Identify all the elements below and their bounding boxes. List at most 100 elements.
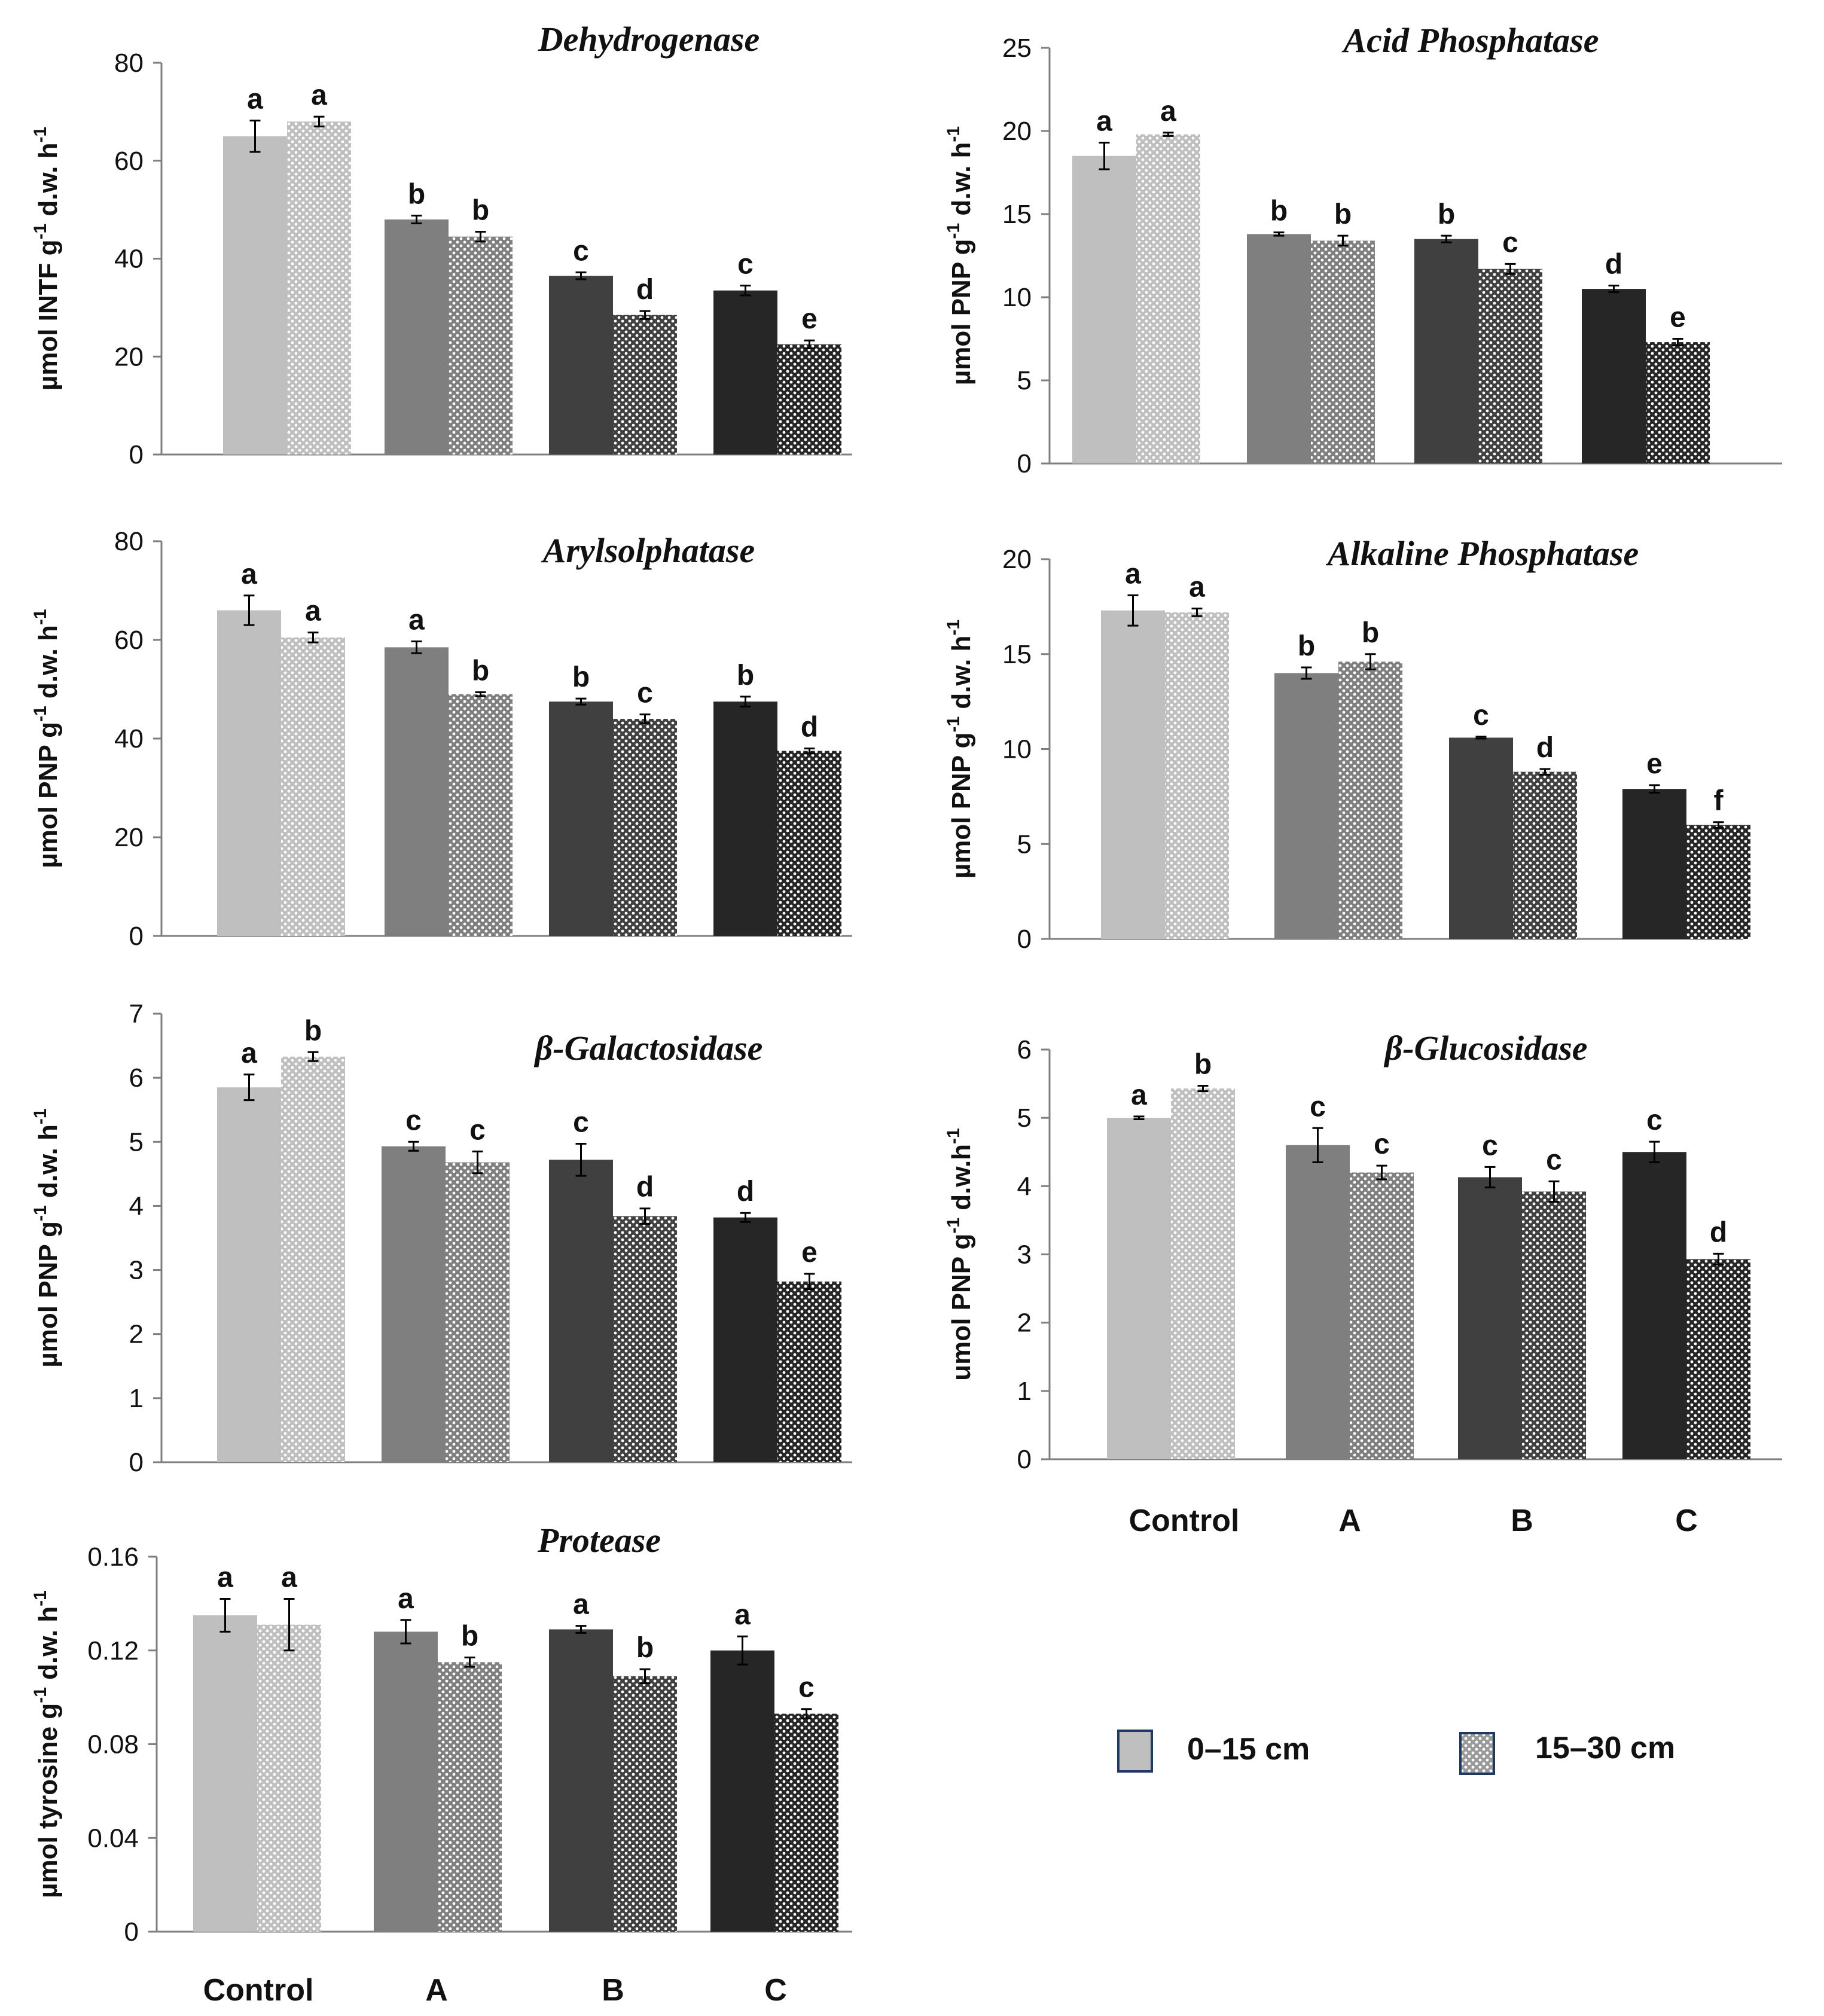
significance-letter: c [1310,1091,1326,1123]
bar-c-0-15cm [713,1217,777,1462]
y-tick-label: 1 [1017,1377,1032,1406]
bar-b-0-15cm [549,702,613,936]
y-tick-label: 5 [1017,829,1032,859]
bar-a-0-15cm [385,219,449,455]
significance-letter: c [1482,1130,1498,1161]
category-label-a: A [1338,1503,1361,1538]
y-tick-label: 0.08 [87,1730,139,1759]
significance-letter: b [636,1632,654,1664]
y-tick-label: 20 [114,823,144,852]
y-tick-label: 0 [1017,449,1032,478]
significance-letter: b [461,1621,478,1652]
y-tick-label: 5 [1017,366,1032,395]
y-tick-label: 0 [1017,1445,1032,1474]
significance-letter: a [734,1599,751,1631]
y-tick-label: 5 [1017,1103,1032,1133]
bar-control-15-30cm [281,637,345,936]
bar-a-15-30cm [1311,240,1375,463]
legend-label-15-30cm: 15–30 cm [1535,1731,1675,1765]
bar-control-0-15cm [223,136,287,455]
bottom-left-category-labels: Control A B C [203,1973,787,2008]
significance-letter: b [1362,617,1379,649]
chart-title: β-Glucosidase [1383,1029,1587,1068]
significance-letter: b [572,661,590,693]
bar-a-0-15cm [1286,1145,1350,1459]
significance-letter: a [1131,1079,1147,1111]
alkaline-phosphatase-chart: 0 5 10 15 20 Alkaline Phosphatase µmol PNP g-1… [944,534,1750,954]
significance-letter: d [1605,249,1622,280]
y-tick-label: 0 [1017,925,1032,954]
significance-letter: a [311,80,327,111]
y-tick-label: 4 [129,1191,144,1221]
legend-swatch-0-15cm [1117,1730,1153,1773]
bar-control-0-15cm [1072,155,1136,463]
significance-letter: c [737,249,754,280]
y-tick-label: 1 [129,1384,144,1413]
bar-a-15-30cm [449,694,513,936]
significance-letter: a [1160,96,1176,127]
y-tick-label: 2 [1017,1309,1032,1338]
significance-letter: a [1189,572,1205,603]
bar-b-15-30cm [613,315,677,455]
bar-a-15-30cm [446,1162,510,1462]
significance-letter: a [247,84,263,115]
bar-control-15-30cm [1136,134,1200,463]
significance-letter: a [281,1562,297,1594]
significance-letter: d [1536,732,1554,764]
significance-letter: b [304,1015,322,1047]
significance-letter: c [469,1114,486,1146]
category-label-c: C [1675,1503,1698,1538]
bar-b-0-15cm [1414,239,1478,463]
bar-c-15-30cm [1686,1259,1750,1459]
bar-c-0-15cm [710,1650,774,1932]
right-column-category-labels: Control A B C [1129,1503,1698,1538]
category-label-control: Control [1129,1503,1240,1538]
y-tick-label: 10 [1002,283,1032,312]
significance-letter: c [798,1672,815,1704]
y-tick-label: 2 [129,1320,144,1349]
y-tick-label: 3 [129,1256,144,1285]
significance-letter: b [472,655,489,687]
y-axis-title: µmol INTF g-1 d.w. h-1 [30,127,63,391]
y-tick-label: 20 [1002,545,1032,574]
y-tick-label: 6 [129,1063,144,1093]
bar-a-0-15cm [374,1631,438,1932]
y-tick-label: 6 [1017,1035,1032,1065]
bar-c-15-30cm [774,1713,838,1932]
y-tick-label: 80 [114,527,144,556]
acid-phosphatase-chart: 0 5 10 15 20 25 Acid Phosphatase µmol PNP g-1 d… [944,21,1782,478]
bar-b-0-15cm [549,1629,613,1932]
significance-letter: c [1473,700,1489,731]
y-tick-label: 0.04 [87,1823,139,1853]
significance-letter: c [405,1105,422,1136]
bar-control-15-30cm [1171,1088,1235,1459]
bar-control-0-15cm [1101,610,1165,939]
chart-title: Alkaline Phosphatase [1326,534,1639,573]
bar-a-15-30cm [449,236,513,455]
y-tick-label: 80 [114,48,144,78]
bar-c-0-15cm [1622,1152,1686,1459]
y-axis-title: µmol PNP g-1 d.w. h-1 [30,609,63,868]
bar-c-0-15cm [713,702,777,936]
significance-letter: b [737,660,754,691]
arylsolphatase-chart: 0 20 40 60 80 Arylsolphatase µmol PNP g-1 d.w.… [30,527,852,951]
bar-control-0-15cm [1107,1118,1171,1459]
significance-letter: d [636,1172,654,1203]
significance-letter: e [1646,748,1663,780]
significance-letter: a [305,596,321,627]
bar-b-15-30cm [1513,771,1577,939]
significance-letter: b [1194,1049,1212,1081]
bar-a-0-15cm [382,1146,446,1462]
significance-letter: d [801,712,818,743]
protease-chart: 0 0.04 0.08 0.12 0.16 Protease µmol tyrosine g… [30,1521,852,1947]
bar-control-0-15cm [217,1087,281,1462]
bar-b-0-15cm [549,276,613,455]
bar-c-0-15cm [1582,289,1646,463]
bar-b-0-15cm [1458,1177,1522,1459]
chart-title: Protease [537,1521,661,1560]
significance-letter: a [1125,558,1141,590]
significance-letter: a [408,604,425,636]
bar-control-0-15cm [193,1615,257,1932]
y-tick-label: 10 [1002,735,1032,764]
significance-letter: d [737,1176,754,1207]
